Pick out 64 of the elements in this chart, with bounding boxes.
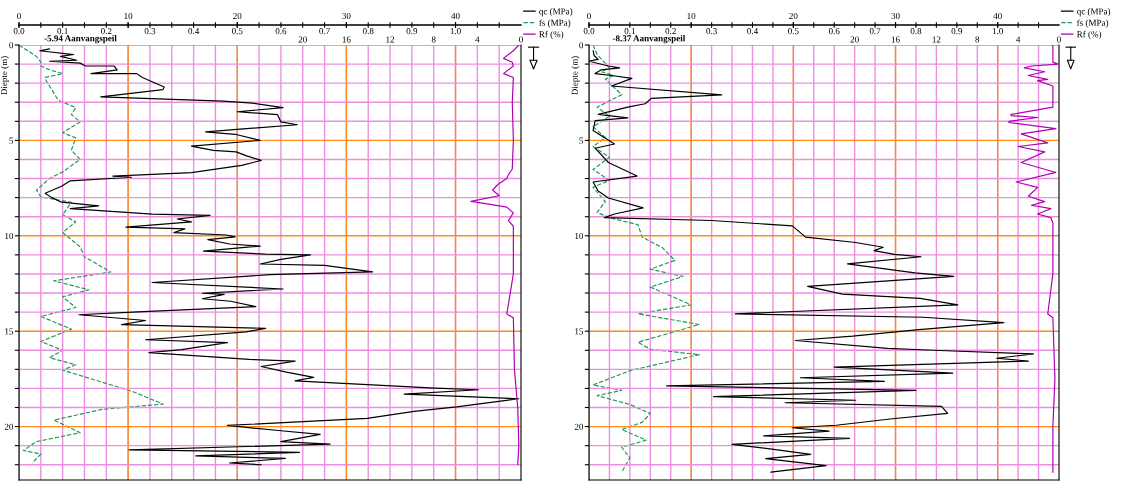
x2-tick-label: 0.9 xyxy=(951,28,963,35)
x-tick-label: 8 xyxy=(975,36,980,43)
x-tick-label: 40 xyxy=(451,12,460,19)
x2-tick-label: 0.8 xyxy=(362,28,374,35)
x-tick-label: 4 xyxy=(475,36,480,43)
x-tick-label: 20 xyxy=(298,36,307,43)
y-tick-label: 20 xyxy=(574,423,584,430)
legend-label: Rf (%) xyxy=(1076,30,1102,40)
x2-tick-label: 1.0 xyxy=(992,28,1003,35)
y-tick-label: 5 xyxy=(9,137,14,144)
x2-tick-label: 0.4 xyxy=(188,28,200,35)
y-tick-label: 15 xyxy=(5,328,14,335)
x2-tick-label: 0.5 xyxy=(231,28,243,35)
legend-label: fs (MPa) xyxy=(539,19,571,28)
x2-tick-label: 0.7 xyxy=(869,28,881,35)
x2-tick-label: 1.0 xyxy=(450,28,461,35)
legend-label: qc (MPa) xyxy=(1077,8,1111,17)
x2-tick-label: 0.8 xyxy=(910,28,922,35)
x2-tick-label: 0.0 xyxy=(13,28,25,35)
x-tick-label: 8 xyxy=(431,36,436,43)
x-tick-label: 12 xyxy=(386,36,395,43)
x-tick-label: 0 xyxy=(17,12,21,19)
x-tick-label: 16 xyxy=(891,36,900,43)
x2-tick-label: 0.6 xyxy=(275,28,287,35)
x-tick-label: 10 xyxy=(124,12,133,19)
x-tick-label: 30 xyxy=(342,12,351,19)
x-tick-label: 40 xyxy=(993,12,1002,19)
x2-tick-label: 0.5 xyxy=(788,28,799,35)
x-tick-label: 30 xyxy=(891,12,900,19)
x-tick-label: 16 xyxy=(342,36,351,43)
x-tick-label: 10 xyxy=(687,12,696,19)
y-tick-label: 10 xyxy=(575,232,584,240)
x2-tick-label: 0.7 xyxy=(319,28,330,35)
y-tick-label: 0 xyxy=(579,42,584,49)
x-tick-label: 12 xyxy=(932,36,941,43)
x-tick-label: 20 xyxy=(233,12,242,19)
x2-tick-label: 0.9 xyxy=(406,28,418,35)
x2-tick-label: 0.0 xyxy=(583,28,595,35)
x2-tick-label: 0.3 xyxy=(144,28,156,35)
x2-tick-label: 0.3 xyxy=(706,28,717,35)
legend-label: Rf (%) xyxy=(539,30,564,40)
x2-tick-label: 0.6 xyxy=(828,28,840,35)
legend-label: fs (MPa) xyxy=(1076,19,1109,28)
y-axis-title: Diepte (m) xyxy=(0,56,9,95)
x-tick-label: 20 xyxy=(789,12,798,19)
x-tick-label: 20 xyxy=(850,36,859,43)
legend-label: qc (MPa) xyxy=(539,8,573,17)
y-tick-label: 5 xyxy=(579,137,584,144)
y-axis-title: Diepte (m) xyxy=(571,56,580,95)
y-tick-label: 15 xyxy=(575,328,584,335)
x-tick-label: 0 xyxy=(519,36,523,43)
x2-tick-label: 0.2 xyxy=(665,28,676,35)
text: -5.94 Aanvangspeil xyxy=(44,35,117,44)
x2-tick-label: 0.4 xyxy=(747,28,758,35)
y-tick-label: 10 xyxy=(5,232,14,240)
x2-tick-label: 0.1 xyxy=(57,28,68,35)
x-tick-label: 4 xyxy=(1016,36,1021,43)
x-tick-label: 0 xyxy=(1057,36,1061,43)
x2-tick-label: 0.1 xyxy=(624,28,635,35)
text: -8.37 Aanvangspeil xyxy=(612,35,686,44)
x-tick-label: 0 xyxy=(587,12,591,19)
y-tick-label: 20 xyxy=(4,423,14,430)
x2-tick-label: 0.2 xyxy=(101,28,112,35)
y-tick-label: 0 xyxy=(9,42,14,49)
